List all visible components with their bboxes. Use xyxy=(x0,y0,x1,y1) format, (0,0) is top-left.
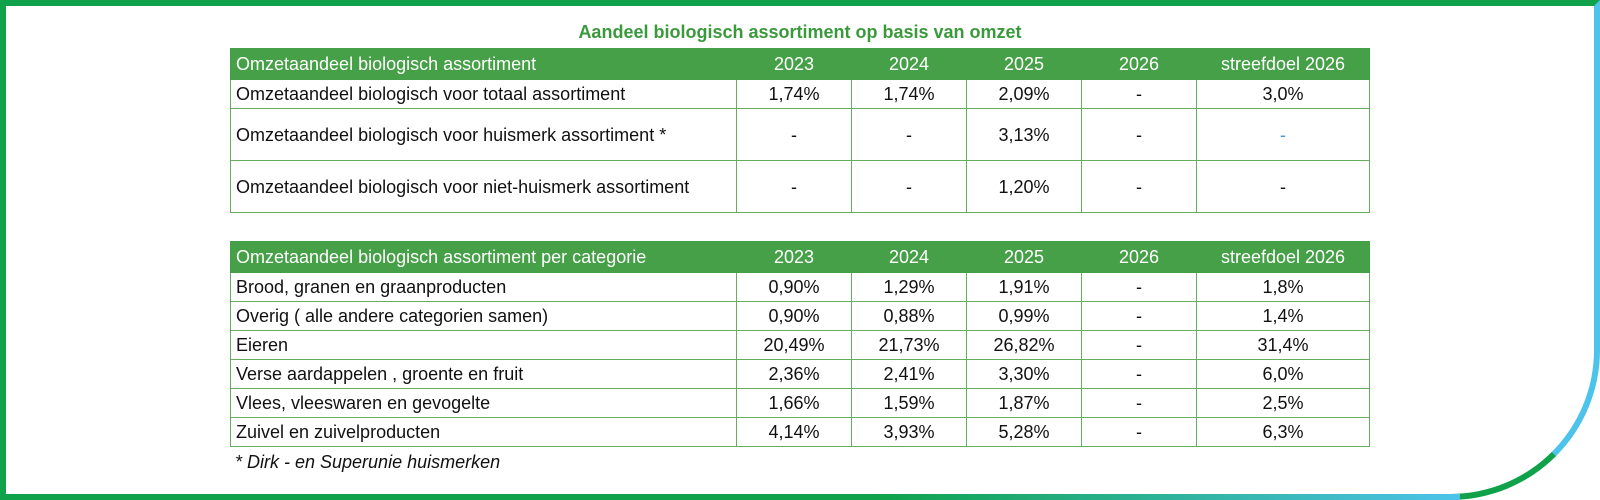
table-cell: - xyxy=(736,160,852,213)
table-cell: 0,99% xyxy=(966,301,1082,331)
column-header-2024: 2024 xyxy=(851,48,967,80)
table-cell: 2,36% xyxy=(736,359,852,389)
column-header-2026: 2026 xyxy=(1081,48,1197,80)
column-header-2026: 2026 xyxy=(1081,241,1197,273)
table-cell: - xyxy=(1081,301,1197,331)
table-cell: 20,49% xyxy=(736,330,852,360)
table-cell: 1,87% xyxy=(966,388,1082,418)
table-cell: - xyxy=(1081,160,1197,213)
column-header-2023: 2023 xyxy=(736,48,852,80)
row-label: Brood, granen en graanproducten xyxy=(230,272,737,302)
row-label: Verse aardappelen , groente en fruit xyxy=(230,359,737,389)
table-cell: 6,3% xyxy=(1196,417,1370,447)
frame-top-border xyxy=(0,0,1600,6)
table-cell: 5,28% xyxy=(966,417,1082,447)
table-cell: - xyxy=(1196,160,1370,213)
table-cell: 21,73% xyxy=(851,330,967,360)
table-cell: 1,74% xyxy=(736,79,852,109)
table-cell: 26,82% xyxy=(966,330,1082,360)
column-header-2025: 2025 xyxy=(966,48,1082,80)
table-cell: - xyxy=(1081,359,1197,389)
table-cell: 0,90% xyxy=(736,301,852,331)
table-row: Vlees, vleeswaren en gevogelte 1,66% 1,59%… xyxy=(230,388,1370,418)
column-header-label: Omzetaandeel biologisch assortiment per … xyxy=(230,241,737,273)
table-row: Omzetaandeel biologisch voor huismerk as… xyxy=(230,108,1370,161)
column-header-2025: 2025 xyxy=(966,241,1082,273)
table-cell: 1,29% xyxy=(851,272,967,302)
table-row: Omzetaandeel biologisch voor totaal asso… xyxy=(230,79,1370,109)
table-cell: - xyxy=(1196,108,1370,161)
row-label: Eieren xyxy=(230,330,737,360)
table-cell: 2,09% xyxy=(966,79,1082,109)
column-header-streefdoel-2026: streefdoel 2026 xyxy=(1196,241,1370,273)
table-cell: - xyxy=(1081,108,1197,161)
column-header-2024: 2024 xyxy=(851,241,967,273)
table-cell: 4,14% xyxy=(736,417,852,447)
table-row: Overig ( alle andere categorien samen) 0,… xyxy=(230,301,1370,331)
table-cell: 1,59% xyxy=(851,388,967,418)
table-cell: 3,13% xyxy=(966,108,1082,161)
table-cell: 6,0% xyxy=(1196,359,1370,389)
footnote: * Dirk - en Superunie huismerken xyxy=(235,452,501,472)
table-row: Verse aardappelen , groente en fruit 2,36… xyxy=(230,359,1370,389)
table-header-row: Omzetaandeel biologisch assortiment per … xyxy=(230,241,1370,273)
table-cell: - xyxy=(1081,330,1197,360)
table-cell: 1,66% xyxy=(736,388,852,418)
row-label: Omzetaandeel biologisch voor niet-huisme… xyxy=(230,160,737,213)
row-label: Zuivel en zuivelproducten xyxy=(230,417,737,447)
table-cell: 3,0% xyxy=(1196,79,1370,109)
table-cell: - xyxy=(1081,272,1197,302)
table-total-assortment: Omzetaandeel biologisch assortiment 2023 2… xyxy=(230,48,1370,213)
table-cell: - xyxy=(1081,388,1197,418)
table-row: Eieren 20,49% 21,73% 26,82% -31,4% xyxy=(230,330,1370,360)
table-cell: - xyxy=(1081,79,1197,109)
table-row: Brood, granen en graanproducten 0,90% 1,29… xyxy=(230,272,1370,302)
table-header-row: Omzetaandeel biologisch assortiment 2023 2… xyxy=(230,48,1370,80)
table-cell: 0,88% xyxy=(851,301,967,331)
row-label: Omzetaandeel biologisch voor totaal asso… xyxy=(230,79,737,109)
column-header-2023: 2023 xyxy=(736,241,852,273)
table-cell: - xyxy=(1081,417,1197,447)
table-cell: 1,20% xyxy=(966,160,1082,213)
table-cell: - xyxy=(851,108,967,161)
table-row: Zuivel en zuivelproducten 4,14% 3,93% 5,28%… xyxy=(230,417,1370,447)
page-title: Aandeel biologisch assortiment op basis … xyxy=(578,22,1022,42)
column-header-label: Omzetaandeel biologisch assortiment xyxy=(230,48,737,80)
table-row: Omzetaandeel biologisch voor niet-huisme… xyxy=(230,160,1370,213)
row-label: Vlees, vleeswaren en gevogelte xyxy=(230,388,737,418)
table-cell: 0,90% xyxy=(736,272,852,302)
table-cell: 1,91% xyxy=(966,272,1082,302)
table-cell: - xyxy=(736,108,852,161)
table-cell: 1,74% xyxy=(851,79,967,109)
table-cell: 3,93% xyxy=(851,417,967,447)
table-cell: 3,30% xyxy=(966,359,1082,389)
frame-bottom-border xyxy=(0,494,1460,500)
table-cell: 1,8% xyxy=(1196,272,1370,302)
table-cell: 2,41% xyxy=(851,359,967,389)
table-cell: - xyxy=(851,160,967,213)
row-label: Omzetaandeel biologisch voor huismerk as… xyxy=(230,108,737,161)
table-per-category: Omzetaandeel biologisch assortiment per … xyxy=(230,241,1370,447)
column-header-streefdoel-2026: streefdoel 2026 xyxy=(1196,48,1370,80)
table-cell: 1,4% xyxy=(1196,301,1370,331)
table-cell: 2,5% xyxy=(1196,388,1370,418)
row-label: Overig ( alle andere categorien samen) xyxy=(230,301,737,331)
table-cell: 31,4% xyxy=(1196,330,1370,360)
